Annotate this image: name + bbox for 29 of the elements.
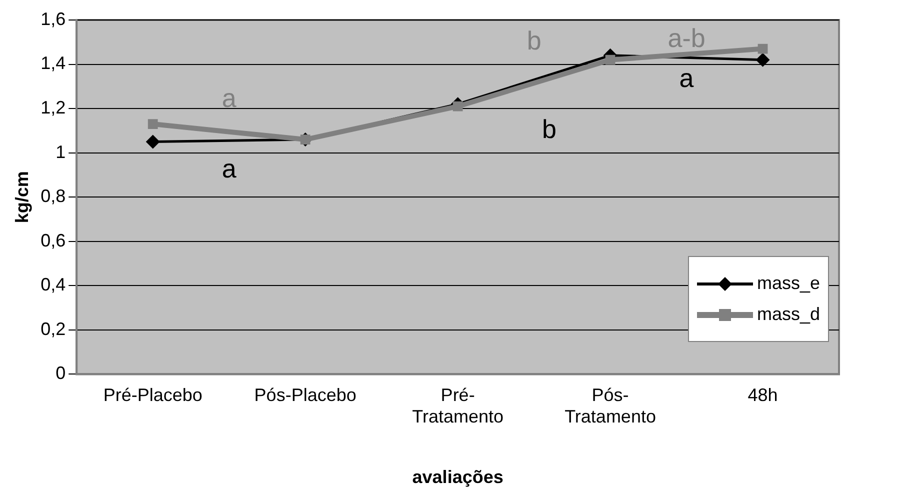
annotation: a-b — [668, 23, 706, 54]
x-tick-label: Pós-Placebo — [254, 384, 356, 405]
y-tick-label: 1,2 — [40, 98, 66, 118]
point — [758, 44, 768, 54]
annotation: b — [542, 114, 557, 144]
point — [605, 54, 616, 65]
x-tick-label: Pré-Placebo — [103, 384, 202, 405]
y-tick-label: 0,6 — [40, 230, 66, 250]
y-tick-label: 1 — [56, 142, 66, 162]
point — [148, 119, 158, 129]
x-axis-title: avaliações — [412, 467, 504, 488]
annotation: a — [222, 154, 237, 184]
legend-label: mass_e — [756, 273, 820, 294]
annotation: b — [526, 25, 542, 56]
x-tick-label: Pré- Tratamento — [412, 384, 504, 427]
x-tick-label: Pós- Tratamento — [564, 384, 656, 427]
y-axis-title: kg/cm — [12, 171, 32, 224]
y-tick-label: 0,4 — [40, 274, 66, 295]
annotation: a — [679, 62, 694, 93]
y-tick-label: 1,4 — [40, 53, 66, 74]
y-tick-label: 0 — [56, 363, 66, 384]
annotation: a — [222, 82, 237, 113]
point — [146, 134, 160, 149]
y-tick-label: 1,6 — [40, 8, 66, 29]
legend-label: mass_d — [756, 304, 820, 325]
x-tick-label: 48h — [748, 384, 778, 405]
y-tick-label: 0,8 — [40, 186, 66, 206]
point — [756, 52, 770, 67]
y-tick-label: 0,2 — [40, 318, 66, 339]
